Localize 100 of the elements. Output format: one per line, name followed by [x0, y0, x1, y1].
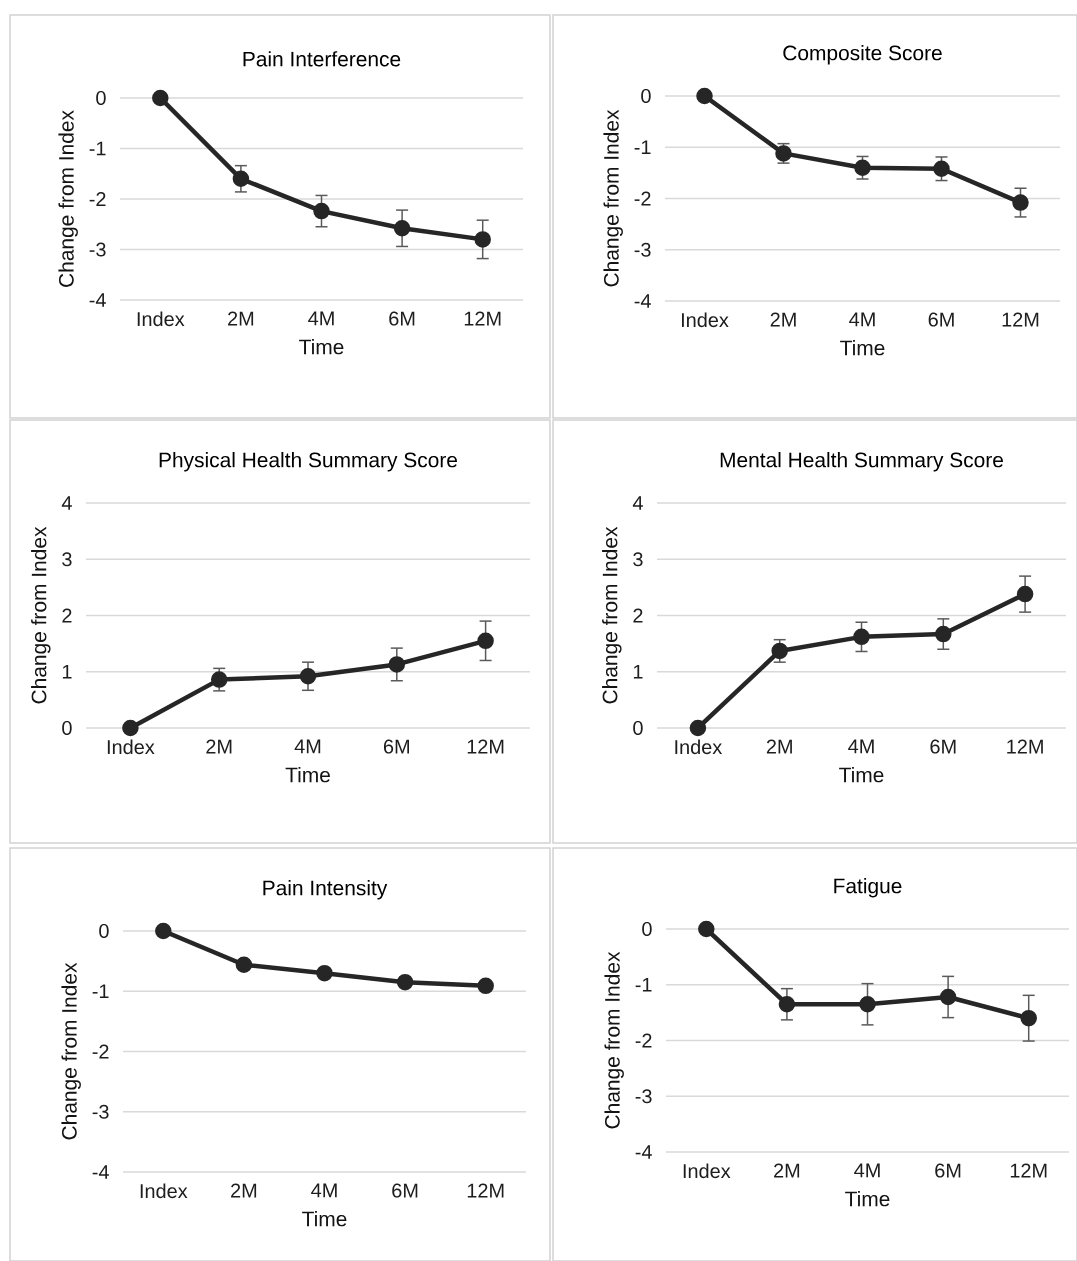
- x-tick-label: 4M: [854, 1163, 880, 1178]
- point: [393, 220, 411, 237]
- y-tick-label: -3: [92, 1104, 109, 1119]
- y-tick-label: 0: [99, 923, 109, 939]
- x-tick-label: Index: [681, 312, 729, 328]
- y-tick-label: 3: [633, 552, 643, 567]
- x-tick-label: Index: [137, 311, 185, 327]
- point: [698, 920, 715, 938]
- x-tick-label: 6M: [935, 1163, 961, 1178]
- point: [854, 159, 871, 176]
- point: [210, 671, 228, 688]
- y-tick-label: -4: [634, 294, 651, 308]
- y-tick-label: 3: [62, 552, 72, 567]
- y-tick-label: 1: [62, 664, 72, 679]
- x-tick-label: 12M: [1002, 312, 1039, 327]
- point: [696, 87, 713, 105]
- point: [939, 988, 957, 1006]
- y-tick-label: 2: [62, 608, 72, 623]
- x-tick-label: Index: [675, 739, 723, 755]
- x-tick-label: Index: [107, 739, 155, 755]
- x-tick-label: 2M: [766, 739, 792, 754]
- x-tick-label: Index: [140, 1183, 188, 1199]
- y-tick-label: 4: [632, 496, 643, 510]
- x-tick-label: Index: [683, 1163, 731, 1179]
- x-tick-label: 6M: [392, 1183, 418, 1198]
- x-tick-label: 4M: [848, 739, 874, 754]
- point: [853, 628, 870, 646]
- y-tick-label: -4: [635, 1145, 652, 1159]
- point: [1016, 585, 1034, 603]
- y-tick-label: -4: [89, 293, 106, 307]
- point: [477, 977, 494, 995]
- chart-title: Pain Intensity: [263, 880, 388, 900]
- chart-title: Fatigue: [834, 878, 902, 898]
- y-tick-label: 2: [633, 608, 643, 623]
- x-tick-label: 6M: [930, 739, 956, 754]
- y-tick-label: -2: [89, 192, 106, 206]
- y-tick-label: -1: [89, 141, 106, 156]
- y-tick-label: -2: [635, 1033, 652, 1048]
- x-tick-label: 12M: [467, 739, 504, 754]
- point: [474, 231, 491, 248]
- x-tick-label: 2M: [774, 1163, 800, 1178]
- y-tick-label: 0: [96, 90, 106, 106]
- y-tick-label: 0: [642, 921, 652, 937]
- y-axis-title: Change from Index: [603, 109, 623, 287]
- x-axis-title: Time: [302, 1210, 347, 1227]
- chart-title: Pain Interference: [243, 51, 401, 67]
- x-tick-label: 4M: [311, 1183, 337, 1198]
- y-tick-label: -1: [634, 140, 651, 155]
- y-tick-label: -3: [634, 242, 651, 257]
- y-tick-label: -2: [92, 1044, 109, 1059]
- y-axis-title: Change from Index: [61, 962, 81, 1140]
- y-tick-label: -3: [635, 1089, 652, 1104]
- point: [859, 996, 876, 1013]
- x-axis-title: Time: [285, 766, 330, 783]
- x-tick-label: 6M: [928, 312, 954, 327]
- y-tick-label: 4: [61, 496, 72, 510]
- point: [232, 170, 250, 188]
- chart-title: Mental Health Summary Score: [720, 451, 1003, 472]
- point: [933, 160, 950, 178]
- x-tick-label: 2M: [770, 312, 796, 327]
- chart-title: Composite Score: [783, 44, 942, 65]
- y-tick-label: 0: [62, 720, 72, 736]
- x-axis-title: Time: [839, 766, 884, 783]
- x-axis-title: Time: [840, 339, 885, 356]
- x-tick-label: 2M: [228, 311, 254, 326]
- x-tick-label: 12M: [1010, 1163, 1047, 1178]
- x-tick-label: 4M: [308, 311, 334, 326]
- x-tick-label: 12M: [464, 311, 501, 326]
- y-tick-label: 1: [633, 664, 643, 679]
- y-axis-title: Change from Index: [602, 526, 622, 704]
- point: [235, 956, 253, 973]
- y-axis-title: Change from Index: [31, 526, 51, 704]
- point: [771, 642, 788, 660]
- y-tick-label: 0: [633, 720, 643, 736]
- y-tick-label: -1: [635, 977, 652, 992]
- point: [152, 89, 169, 107]
- y-tick-label: -4: [92, 1165, 109, 1179]
- x-tick-label: 6M: [389, 311, 415, 326]
- x-tick-label: 12M: [467, 1183, 504, 1198]
- y-tick-label: -1: [92, 984, 109, 999]
- x-tick-label: 4M: [849, 312, 875, 327]
- x-tick-label: 12M: [1007, 739, 1043, 754]
- chart-title: Physical Health Summary Score: [159, 451, 458, 472]
- point: [1012, 194, 1029, 211]
- point: [316, 964, 333, 982]
- x-tick-label: 4M: [294, 739, 321, 754]
- y-tick-label: 0: [641, 88, 651, 104]
- point: [122, 719, 139, 737]
- y-axis-title: Change from Index: [58, 110, 78, 287]
- point: [477, 632, 494, 650]
- x-axis-title: Time: [845, 1190, 890, 1207]
- point: [155, 922, 172, 940]
- x-tick-label: 6M: [383, 739, 409, 754]
- x-tick-label: 2M: [231, 1183, 257, 1198]
- point: [935, 625, 952, 643]
- point: [313, 202, 330, 220]
- point: [689, 719, 707, 737]
- y-axis-title: Change from Index: [604, 951, 624, 1129]
- x-tick-label: 2M: [206, 739, 232, 754]
- point: [778, 996, 796, 1013]
